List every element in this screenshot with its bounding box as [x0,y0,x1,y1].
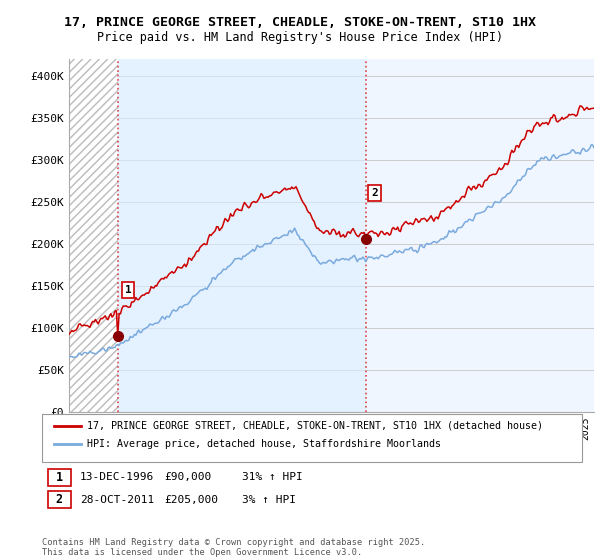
Text: 17, PRINCE GEORGE STREET, CHEADLE, STOKE-ON-TRENT, ST10 1HX (detached house): 17, PRINCE GEORGE STREET, CHEADLE, STOKE… [87,421,543,431]
Text: 28-OCT-2011: 28-OCT-2011 [80,494,154,505]
Text: £90,000: £90,000 [164,472,211,482]
Text: 1: 1 [56,470,63,484]
Text: Price paid vs. HM Land Registry's House Price Index (HPI): Price paid vs. HM Land Registry's House … [97,31,503,44]
Bar [118,59,366,412]
Text: 17, PRINCE GEORGE STREET, CHEADLE, STOKE-ON-TRENT, ST10 1HX: 17, PRINCE GEORGE STREET, CHEADLE, STOKE… [64,16,536,29]
Text: £205,000: £205,000 [164,494,218,505]
Text: HPI: Average price, detached house, Staffordshire Moorlands: HPI: Average price, detached house, Staf… [87,439,441,449]
Text: Contains HM Land Registry data © Crown copyright and database right 2025.
This d: Contains HM Land Registry data © Crown c… [42,538,425,557]
Text: 2: 2 [371,188,378,198]
Text: 3% ↑ HPI: 3% ↑ HPI [242,494,296,505]
Text: 1: 1 [125,285,131,295]
Text: 31% ↑ HPI: 31% ↑ HPI [242,472,302,482]
Text: 2: 2 [56,493,63,506]
Text: 13-DEC-1996: 13-DEC-1996 [80,472,154,482]
Bar [69,59,118,412]
